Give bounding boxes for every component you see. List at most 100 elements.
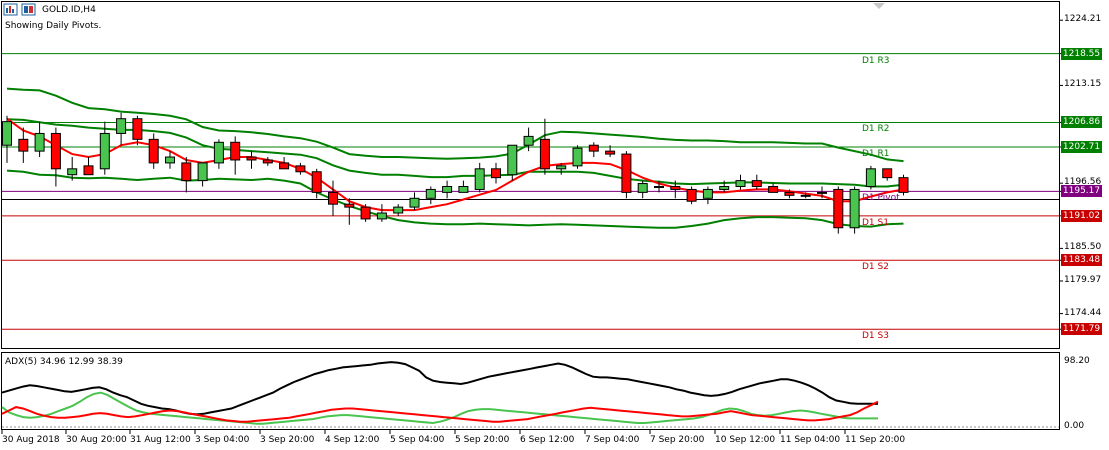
candle-body [442, 185, 453, 193]
candle [605, 145, 616, 158]
candle [262, 157, 273, 166]
pivot-label: D1 Pivot [862, 193, 900, 204]
candle [67, 157, 78, 181]
candle-body [702, 188, 713, 199]
candle [539, 118, 550, 175]
pivot-price-tag: 1206.86 [1061, 116, 1102, 129]
candle-body [425, 188, 436, 199]
candle [556, 162, 567, 175]
window-icon[interactable] [3, 3, 36, 16]
time-tick-label: 5 Sep 04:00 [390, 435, 445, 445]
price-tick-label: 1185.50 [1064, 242, 1102, 253]
candle-body [817, 191, 827, 194]
candle-body [898, 177, 909, 193]
candle [572, 145, 583, 169]
candle [458, 180, 469, 193]
time-tick-label: 11 Sep 20:00 [845, 435, 906, 445]
pivot-lines [2, 53, 1059, 330]
candle [882, 168, 893, 181]
candle-body [491, 168, 501, 179]
adx-pane [1, 361, 1059, 428]
candle [409, 192, 420, 211]
candle [83, 157, 94, 176]
time-tick-label: 30 Aug 20:00 [66, 435, 127, 445]
candle [817, 186, 827, 199]
candle-body [165, 156, 175, 164]
candle-body [360, 206, 371, 220]
pivot-note: Showing Daily Pivots. [5, 21, 102, 31]
candle [132, 115, 143, 146]
candle [849, 186, 860, 234]
candle [833, 186, 844, 234]
candle [702, 186, 713, 205]
candle-body [181, 162, 192, 182]
candle [230, 136, 241, 175]
symbol-label: GOLD.ID,H4 [42, 5, 96, 15]
candle-body [588, 144, 599, 152]
candle [393, 204, 404, 216]
candle-body [621, 153, 632, 193]
candle [328, 180, 338, 216]
candle-body [670, 185, 681, 190]
candle-body [18, 138, 29, 152]
candle [50, 127, 61, 187]
candle-body [572, 147, 583, 167]
candle-body [2, 121, 12, 146]
candle [376, 204, 387, 222]
candle-body [376, 212, 387, 220]
candle-body [393, 206, 404, 214]
candle [344, 198, 355, 225]
adx-tick-label: 98.20 [1064, 356, 1090, 366]
candle [246, 151, 257, 169]
candle [213, 139, 224, 169]
candle-body [458, 185, 469, 193]
candle-body [311, 171, 322, 193]
pivot-label: D1 R3 [862, 55, 890, 66]
candle [800, 192, 811, 199]
candle [295, 162, 306, 175]
chart-shift-marker[interactable] [873, 3, 885, 9]
adx-minus-di-line [1, 400, 879, 423]
candle-body [605, 150, 616, 155]
candle [181, 157, 192, 193]
candle [442, 180, 453, 199]
candle-body [262, 159, 273, 164]
candle-body [34, 132, 45, 152]
candle-body [882, 168, 893, 179]
candle-body [686, 188, 697, 202]
candle [197, 162, 208, 187]
time-tick-label: 3 Sep 04:00 [195, 435, 250, 445]
candle-body [800, 194, 811, 197]
candle-body [849, 188, 860, 229]
adx-main-line [1, 361, 879, 416]
time-tick-label: 10 Sep 12:00 [715, 435, 776, 445]
candle [751, 174, 762, 190]
candle-body [132, 118, 143, 140]
candle-body [67, 168, 78, 176]
candle-body [751, 180, 762, 187]
time-tick-label: 30 Aug 2018 [2, 435, 60, 445]
candle-body [50, 132, 61, 170]
candle-body [148, 138, 159, 164]
candle-body [719, 185, 730, 190]
candle [116, 112, 127, 146]
pivot-label: D1 S1 [862, 217, 889, 228]
candle-body [197, 162, 208, 182]
candle [654, 180, 664, 193]
candle [637, 180, 648, 199]
price-tick-label: 1224.21 [1064, 14, 1102, 25]
pivot-price-tag: 1183.48 [1061, 254, 1102, 267]
candle [474, 162, 485, 193]
candle [425, 186, 436, 205]
time-tick-label: 6 Sep 12:00 [520, 435, 575, 445]
candle [523, 127, 534, 152]
candle [148, 133, 159, 169]
candle [784, 189, 795, 199]
candle [311, 168, 322, 199]
pivot-label: D1 S3 [862, 331, 889, 342]
time-tick-label: 7 Sep 04:00 [585, 435, 640, 445]
candles[interactable] [2, 112, 909, 234]
candle-body [409, 197, 420, 208]
candle [719, 180, 730, 193]
